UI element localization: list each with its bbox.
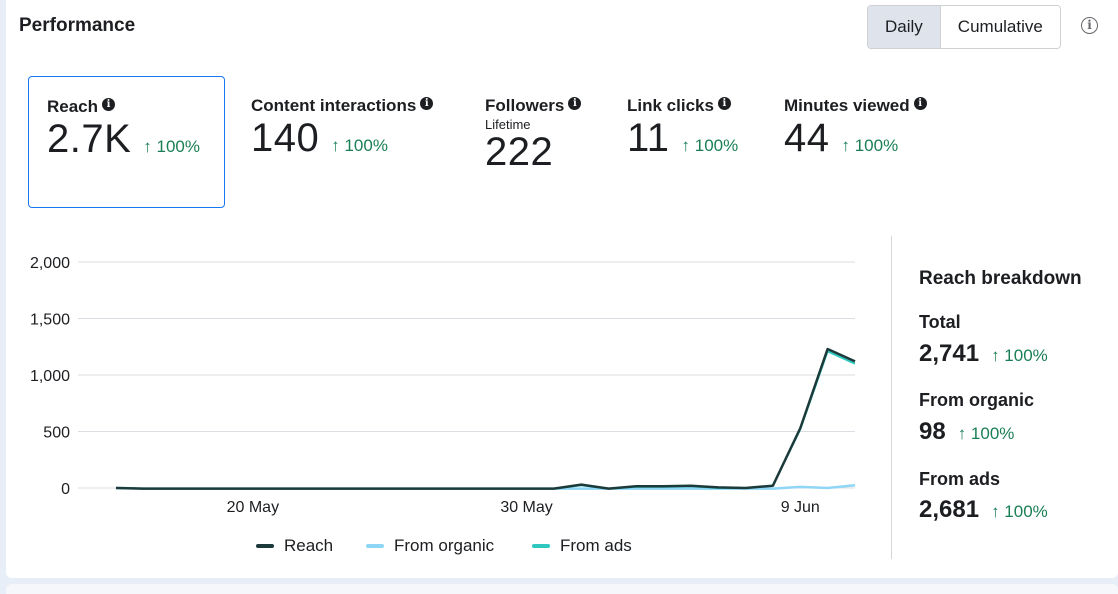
x-tick-label: 20 May [227,499,279,516]
y-tick-label: 2,000 [30,255,70,272]
next-card-edge [6,584,1118,594]
info-icon[interactable]: i [102,97,116,111]
legend-item-organic[interactable]: From organic [366,536,494,556]
reach-line-chart: 2,000 1,500 1,000 500 0 20 May 30 May 9 Jun [30,255,856,516]
info-icon[interactable]: i [568,96,582,110]
breakdown-value: 2,681 [919,496,980,523]
metric-value: 222 [485,130,554,174]
page-title: Performance [19,15,136,36]
legend-swatch [366,544,384,548]
y-tick-label: 1,500 [30,312,70,329]
metric-followers[interactable]: Followers i Lifetime 222 [467,76,597,208]
breakdown-organic-label: From organic [919,390,1035,410]
metric-change: ↑ 100% [841,136,899,155]
metric-content-interactions[interactable]: Content interactions i 140 ↑ 100% [233,76,453,208]
legend-swatch [532,544,550,548]
series-line-ads [115,350,856,490]
info-icon[interactable]: i [717,96,731,110]
legend-label: From organic [394,536,495,555]
breakdown-total-label: Total [919,312,961,332]
daily-button[interactable]: Daily [868,6,940,48]
metric-change: ↑ 100% [143,137,200,156]
metric-label: Link clicks [627,96,714,115]
breakdown-ads-label: From ads [919,469,1001,489]
metric-change: ↑ 100% [681,136,739,155]
breakdown-value: 2,741 [919,340,980,367]
breakdown-ads: 2,681 ↑ 100% [919,496,1048,524]
legend-swatch [256,544,274,548]
legend-item-ads[interactable]: From ads [532,536,632,556]
info-icon[interactable]: i [913,96,927,110]
y-tick-label: 1,000 [30,368,70,385]
metric-label: Content interactions [251,96,417,115]
metric-link-clicks[interactable]: Link clicks i 11 ↑ 100% [609,76,759,208]
breakdown-title: Reach breakdown [919,268,1082,289]
view-toggle: Daily Cumulative [867,5,1061,49]
metric-value: 2.7K [47,117,132,161]
x-tick-label: 30 May [500,499,552,516]
breakdown-change: ↑ 100% [957,424,1015,443]
y-tick-label: 0 [61,481,70,498]
legend-label: Reach [284,536,334,555]
metric-label: Reach [47,97,99,116]
breakdown-organic: 98 ↑ 100% [919,418,1014,446]
breakdown-change: ↑ 100% [991,346,1048,365]
metric-label: Followers [485,96,565,115]
metric-reach[interactable]: Reach i 2.7K ↑ 100% [28,76,225,208]
x-tick-label: 9 Jun [781,499,820,516]
metric-minutes-viewed[interactable]: Minutes viewed i 44 ↑ 100% [766,76,956,208]
series-line-reach [115,347,856,490]
info-icon[interactable]: i [1081,17,1098,34]
metric-change: ↑ 100% [331,136,388,155]
metric-value: 140 [251,116,320,160]
breakdown-change: ↑ 100% [991,502,1048,521]
cumulative-button[interactable]: Cumulative [939,6,1060,48]
legend-label: From ads [560,536,632,555]
metric-value: 11 [627,116,670,160]
panel-divider [891,236,892,559]
breakdown-value: 98 [919,418,946,445]
metric-sublabel: Lifetime [485,117,531,132]
y-tick-label: 500 [43,425,70,442]
breakdown-total: 2,741 ↑ 100% [919,340,1048,368]
metric-label: Minutes viewed [784,96,910,115]
info-icon[interactable]: i [420,96,434,110]
metric-value: 44 [784,116,830,160]
legend-item-reach[interactable]: Reach [256,536,333,556]
